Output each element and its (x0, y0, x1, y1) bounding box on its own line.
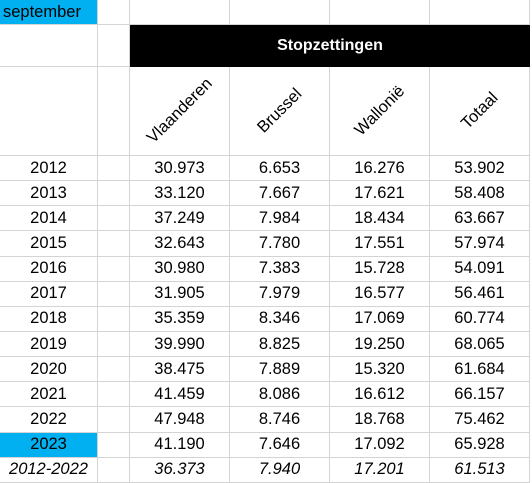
value-cell-vlaanderen[interactable]: 47.948 (130, 407, 230, 433)
value-cell-vlaanderen[interactable]: 41.190 (130, 432, 230, 458)
empty-cell[interactable] (98, 281, 130, 307)
header-wallonie[interactable]: Wallonië (330, 67, 430, 156)
value-cell-totaal[interactable]: 57.974 (430, 231, 530, 257)
value-cell-wallonie[interactable]: 17.551 (330, 231, 430, 257)
value-cell-wallonie[interactable]: 15.728 (330, 256, 430, 282)
average-vlaanderen[interactable]: 36.373 (130, 457, 230, 483)
value-cell-vlaanderen[interactable]: 37.249 (130, 206, 230, 232)
value-cell-totaal[interactable]: 54.091 (430, 256, 530, 282)
empty-cell[interactable] (130, 0, 230, 25)
value-cell-brussel[interactable]: 8.346 (230, 306, 330, 332)
value-cell-vlaanderen[interactable]: 35.359 (130, 306, 230, 332)
empty-cell[interactable] (98, 382, 130, 408)
empty-cell[interactable] (98, 407, 130, 433)
year-cell[interactable]: 2017 (0, 281, 98, 307)
header-label: Wallonië (350, 82, 408, 140)
empty-cell[interactable] (98, 331, 130, 358)
month-cell[interactable]: september (0, 0, 98, 25)
year-cell[interactable]: 2023 (0, 432, 98, 458)
value-cell-brussel[interactable]: 7.984 (230, 206, 330, 232)
empty-cell[interactable] (330, 0, 430, 25)
value-cell-totaal[interactable]: 75.462 (430, 407, 530, 433)
empty-cell[interactable] (0, 25, 98, 67)
value-cell-vlaanderen[interactable]: 39.990 (130, 331, 230, 358)
empty-cell[interactable] (98, 256, 130, 282)
value-cell-brussel[interactable]: 7.780 (230, 231, 330, 257)
year-cell[interactable]: 2015 (0, 231, 98, 257)
header-label: Totaal (457, 88, 502, 133)
value-cell-brussel[interactable]: 7.383 (230, 256, 330, 282)
value-cell-totaal[interactable]: 60.774 (430, 306, 530, 332)
value-cell-brussel[interactable]: 7.667 (230, 181, 330, 207)
value-cell-wallonie[interactable]: 18.768 (330, 407, 430, 433)
value-cell-brussel[interactable]: 8.086 (230, 382, 330, 408)
year-cell[interactable]: 2013 (0, 181, 98, 207)
year-cell[interactable]: 2019 (0, 331, 98, 358)
value-cell-totaal[interactable]: 56.461 (430, 281, 530, 307)
table-title[interactable]: Stopzettingen (130, 25, 530, 67)
year-cell[interactable]: 2014 (0, 206, 98, 232)
value-cell-brussel[interactable]: 6.653 (230, 156, 330, 182)
average-wallonie[interactable]: 17.201 (330, 457, 430, 483)
value-cell-wallonie[interactable]: 19.250 (330, 331, 430, 358)
value-cell-brussel[interactable]: 8.746 (230, 407, 330, 433)
value-cell-totaal[interactable]: 65.928 (430, 432, 530, 458)
value-cell-wallonie[interactable]: 17.621 (330, 181, 430, 207)
value-cell-wallonie[interactable]: 17.092 (330, 432, 430, 458)
empty-cell[interactable] (98, 0, 130, 25)
header-label: Brussel (253, 84, 305, 137)
value-cell-wallonie[interactable]: 16.276 (330, 156, 430, 182)
empty-cell[interactable] (98, 457, 130, 483)
empty-cell[interactable] (230, 0, 330, 25)
header-vlaanderen[interactable]: Vlaanderen (130, 67, 230, 156)
value-cell-vlaanderen[interactable]: 41.459 (130, 382, 230, 408)
year-cell[interactable]: 2016 (0, 256, 98, 282)
value-cell-totaal[interactable]: 63.667 (430, 206, 530, 232)
header-label: Vlaanderen (142, 74, 216, 147)
value-cell-brussel[interactable]: 7.979 (230, 281, 330, 307)
value-cell-vlaanderen[interactable]: 33.120 (130, 181, 230, 207)
empty-cell[interactable] (430, 0, 530, 25)
value-cell-vlaanderen[interactable]: 31.905 (130, 281, 230, 307)
year-cell[interactable]: 2022 (0, 407, 98, 433)
value-cell-wallonie[interactable]: 18.434 (330, 206, 430, 232)
empty-cell[interactable] (98, 25, 130, 67)
value-cell-brussel[interactable]: 7.889 (230, 357, 330, 383)
average-label-cell[interactable]: 2012-2022 (0, 457, 98, 483)
empty-cell[interactable] (0, 67, 98, 156)
empty-cell[interactable] (98, 156, 130, 182)
value-cell-wallonie[interactable]: 16.577 (330, 281, 430, 307)
year-cell[interactable]: 2020 (0, 357, 98, 383)
header-totaal[interactable]: Totaal (430, 67, 530, 156)
value-cell-vlaanderen[interactable]: 38.475 (130, 357, 230, 383)
empty-cell[interactable] (98, 206, 130, 232)
empty-cell[interactable] (98, 306, 130, 332)
value-cell-wallonie[interactable]: 15.320 (330, 357, 430, 383)
value-cell-wallonie[interactable]: 16.612 (330, 382, 430, 408)
value-cell-wallonie[interactable]: 17.069 (330, 306, 430, 332)
average-brussel[interactable]: 7.940 (230, 457, 330, 483)
average-totaal[interactable]: 61.513 (430, 457, 530, 483)
year-cell[interactable]: 2012 (0, 156, 98, 182)
value-cell-vlaanderen[interactable]: 32.643 (130, 231, 230, 257)
value-cell-brussel[interactable]: 8.825 (230, 331, 330, 358)
value-cell-vlaanderen[interactable]: 30.973 (130, 156, 230, 182)
header-brussel[interactable]: Brussel (230, 67, 330, 156)
value-cell-brussel[interactable]: 7.646 (230, 432, 330, 458)
value-cell-totaal[interactable]: 61.684 (430, 357, 530, 383)
empty-cell[interactable] (98, 181, 130, 207)
value-cell-totaal[interactable]: 58.408 (430, 181, 530, 207)
empty-cell[interactable] (98, 67, 130, 156)
value-cell-vlaanderen[interactable]: 30.980 (130, 256, 230, 282)
empty-cell[interactable] (98, 231, 130, 257)
value-cell-totaal[interactable]: 68.065 (430, 331, 530, 358)
empty-cell[interactable] (98, 357, 130, 383)
empty-cell[interactable] (98, 432, 130, 458)
year-cell[interactable]: 2021 (0, 382, 98, 408)
value-cell-totaal[interactable]: 53.902 (430, 156, 530, 182)
year-cell[interactable]: 2018 (0, 306, 98, 332)
value-cell-totaal[interactable]: 66.157 (430, 382, 530, 408)
